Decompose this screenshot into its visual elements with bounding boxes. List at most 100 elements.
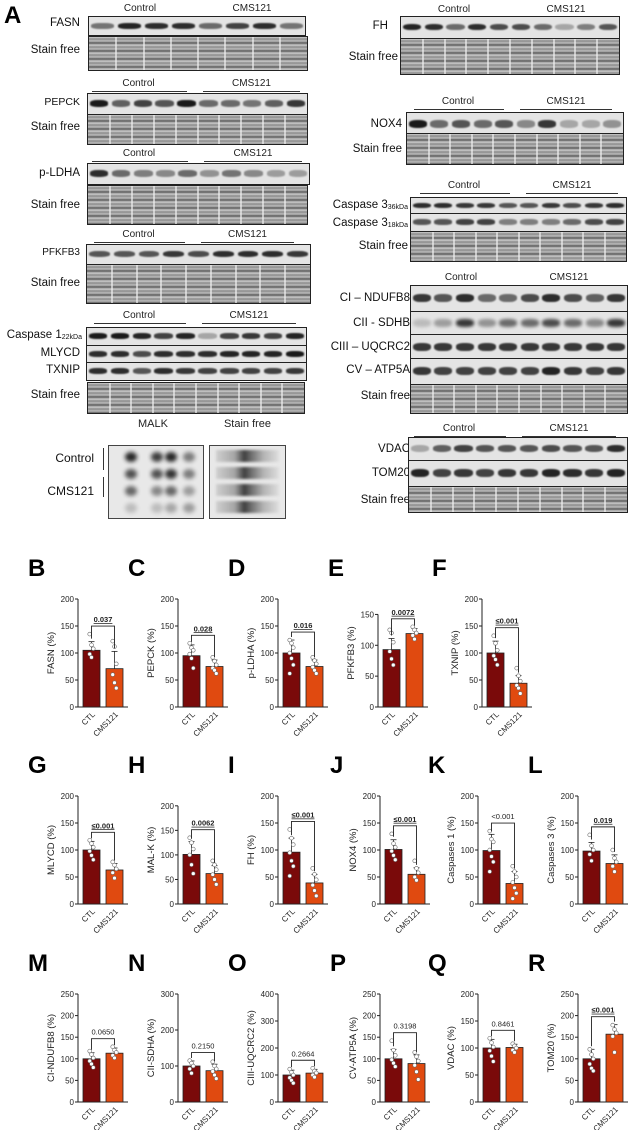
panel-letter-o: O xyxy=(228,950,247,977)
significance-bracket xyxy=(291,631,315,658)
bar-chart-p: P 0 50 100 150 200 250 CV-ATP5A (%) CTL CMS121 0.3… xyxy=(330,950,430,1130)
bar-chart-o: O 0 100 200 300 400 CIII-UQCRC2 (%) CTL CMS121 0.… xyxy=(228,950,328,1130)
nox4-label: NOX4 xyxy=(370,118,402,130)
bar-chart-c: C 0 50 100 150 200 PEPCK (%) CTL CMS121 0.028 xyxy=(128,555,228,738)
data-point xyxy=(91,1055,96,1061)
malk-bracket-cms121 xyxy=(103,477,104,497)
panel-letter-a: A xyxy=(4,2,22,29)
x-label-cms121: CMS121 xyxy=(292,1105,321,1130)
data-point xyxy=(312,658,317,663)
casp3-stain-free-label: Stain free xyxy=(358,240,408,252)
nox4-cms121-label: CMS121 xyxy=(546,96,586,107)
y-tick-label: 150 xyxy=(461,1017,475,1026)
p-value-label: ≤0.001 xyxy=(92,821,115,830)
data-point xyxy=(112,862,117,868)
pepck-cms121-line xyxy=(203,91,300,92)
y-tick-label: 0 xyxy=(370,703,375,712)
vdac-label: VDAC xyxy=(378,443,410,455)
data-point xyxy=(110,1044,115,1049)
vdac-control-label: Control xyxy=(442,423,476,434)
data-point xyxy=(114,1050,119,1055)
data-point xyxy=(189,862,194,867)
x-label-cms121: CMS121 xyxy=(192,907,221,936)
y-axis-label: TXNIP (%) xyxy=(450,630,461,675)
y-tick-label: 50 xyxy=(65,1076,74,1085)
y-axis-label: Caspases 1 (%) xyxy=(446,816,457,884)
y-tick-label: 50 xyxy=(265,873,274,882)
data-point xyxy=(387,649,392,654)
data-point xyxy=(589,843,594,848)
y-tick-label: 50 xyxy=(565,1076,574,1085)
data-point xyxy=(491,653,496,658)
p-value-label: 0.2664 xyxy=(292,1049,315,1058)
significance-bracket xyxy=(391,618,415,636)
data-point xyxy=(310,866,315,871)
panel-letter-n: N xyxy=(128,950,146,977)
y-tick-label: 150 xyxy=(465,622,479,631)
data-point xyxy=(289,835,294,841)
data-point xyxy=(393,1064,398,1069)
y-tick-label: 150 xyxy=(561,1033,575,1042)
x-label-cms121: CMS121 xyxy=(192,1105,221,1130)
y-tick-label: 100 xyxy=(261,649,275,658)
pfkfb3-cms121-line xyxy=(201,242,294,243)
y-tick-label: 150 xyxy=(261,622,275,631)
y-tick-label: 0 xyxy=(470,1098,475,1107)
y-tick-label: 100 xyxy=(161,1062,175,1071)
y-tick-label: 300 xyxy=(261,1017,275,1026)
data-point xyxy=(391,639,396,645)
y-tick-label: 0 xyxy=(170,1098,175,1107)
data-point xyxy=(110,870,115,875)
y-axis-label: Caspases 3 (%) xyxy=(546,816,557,884)
y-tick-label: 200 xyxy=(363,792,377,801)
y-tick-label: 100 xyxy=(161,649,175,658)
caspase1-blot xyxy=(86,327,307,346)
pepck-control-label: Control xyxy=(122,78,155,89)
data-point xyxy=(614,859,619,865)
data-point xyxy=(412,1050,417,1055)
y-tick-label: 0 xyxy=(70,900,75,909)
fh-stain-free-label: Stain free xyxy=(348,51,398,63)
data-point xyxy=(495,648,500,653)
panel-letter-r: R xyxy=(528,950,546,977)
data-point xyxy=(518,678,523,684)
data-point xyxy=(416,1077,421,1082)
data-point xyxy=(489,1053,494,1059)
data-point xyxy=(187,1066,192,1072)
data-point xyxy=(587,832,592,838)
data-point xyxy=(612,1027,617,1032)
malk-dot xyxy=(125,452,137,462)
data-point xyxy=(514,665,519,671)
ciii-uqcrc2-blot xyxy=(410,334,628,361)
pfkfb3-stain-free-label: Stain free xyxy=(30,277,80,289)
y-axis-label: VDAC (%) xyxy=(446,1026,457,1070)
data-point xyxy=(510,880,515,885)
data-point xyxy=(187,835,192,840)
x-label-cms121: CMS121 xyxy=(394,907,423,936)
data-point xyxy=(514,1045,519,1051)
y-tick-label: 400 xyxy=(261,990,275,999)
panel-letter-i: I xyxy=(228,752,235,779)
data-point xyxy=(312,668,317,673)
malk-row-cms121: CMS121 xyxy=(47,484,94,498)
bar-ctl xyxy=(384,849,403,905)
data-point xyxy=(212,1072,217,1078)
bar-chart-m: M 0 50 100 150 200 250 CI-NDUFB8 (%) CTL CMS121 0.… xyxy=(28,950,128,1130)
casp1-cms121-line xyxy=(202,323,296,324)
casp1-stain-free xyxy=(87,382,305,414)
x-label-cms121: CMS121 xyxy=(592,907,621,936)
fh-cms121-label: CMS121 xyxy=(546,4,586,15)
data-point xyxy=(389,1038,394,1043)
malk-dot xyxy=(125,486,137,496)
mlycd-label: MLYCD xyxy=(40,347,80,359)
significance-bracket xyxy=(393,1032,417,1052)
data-point xyxy=(412,636,417,642)
casp3-cms121-line xyxy=(526,193,618,194)
malk-dot xyxy=(165,486,177,496)
nox4-control-label: Control xyxy=(441,96,475,107)
